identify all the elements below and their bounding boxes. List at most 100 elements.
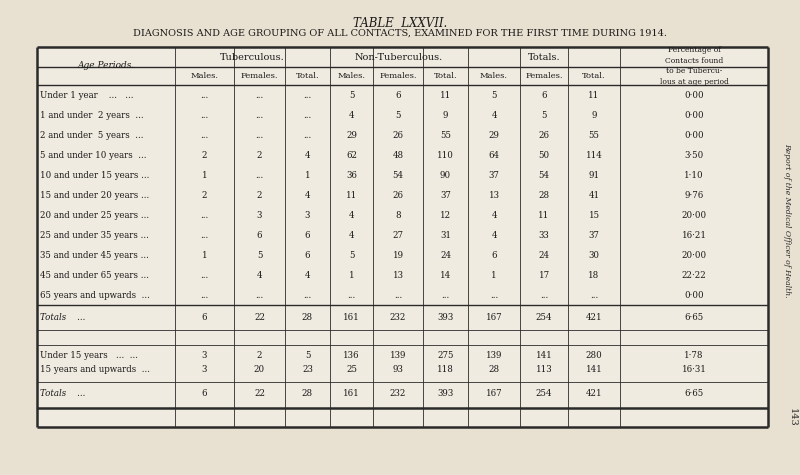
Text: Under 15 years   ...  ...: Under 15 years ... ... (40, 352, 138, 361)
Text: 25 and under 35 years ...: 25 and under 35 years ... (40, 230, 149, 239)
Text: 4: 4 (349, 210, 354, 219)
Text: ...: ... (200, 230, 209, 239)
Text: Total.: Total. (434, 72, 458, 80)
Text: 2: 2 (202, 151, 207, 160)
Text: 3: 3 (202, 364, 207, 373)
Text: 393: 393 (438, 313, 454, 322)
Text: 114: 114 (586, 151, 602, 160)
Text: 141: 141 (586, 364, 602, 373)
Text: 65 years and upwards  ...: 65 years and upwards ... (40, 291, 150, 300)
Text: 28: 28 (538, 190, 550, 200)
Text: ...: ... (255, 291, 264, 300)
Text: 136: 136 (343, 352, 360, 361)
Text: 1 and under  2 years  ...: 1 and under 2 years ... (40, 111, 144, 120)
Text: 16·31: 16·31 (682, 364, 706, 373)
Text: 1: 1 (202, 250, 207, 259)
Text: 139: 139 (390, 352, 406, 361)
Text: ...: ... (303, 131, 312, 140)
Text: 1: 1 (202, 171, 207, 180)
Text: 22: 22 (254, 390, 265, 399)
Text: 5: 5 (395, 111, 401, 120)
Text: 113: 113 (536, 364, 552, 373)
Text: 50: 50 (538, 151, 550, 160)
Text: 23: 23 (302, 364, 313, 373)
Text: 28: 28 (302, 390, 313, 399)
Text: 14: 14 (440, 270, 451, 279)
Text: Totals    ...: Totals ... (40, 390, 86, 399)
Text: 13: 13 (489, 190, 499, 200)
Text: 54: 54 (393, 171, 403, 180)
Text: 6: 6 (395, 91, 401, 99)
Text: ...: ... (303, 91, 312, 99)
Text: ...: ... (490, 291, 498, 300)
Text: Non-Tuberculous.: Non-Tuberculous. (355, 53, 443, 61)
Text: 4: 4 (257, 270, 262, 279)
Text: Age Periods.: Age Periods. (78, 61, 134, 70)
Text: 20 and under 25 years ...: 20 and under 25 years ... (40, 210, 149, 219)
Text: 4: 4 (491, 230, 497, 239)
Text: Totals    ...: Totals ... (40, 313, 86, 322)
Text: DIAGNOSIS AND AGE GROUPING OF ALL CONTACTS, EXAMINED FOR THE FIRST TIME DURING 1: DIAGNOSIS AND AGE GROUPING OF ALL CONTAC… (133, 29, 667, 38)
Text: 4: 4 (305, 190, 310, 200)
Text: 393: 393 (438, 390, 454, 399)
Text: 161: 161 (343, 313, 360, 322)
Text: ...: ... (255, 131, 264, 140)
Text: 41: 41 (589, 190, 599, 200)
Text: 22·22: 22·22 (682, 270, 706, 279)
Text: 1·78: 1·78 (684, 352, 704, 361)
Text: TABLE  LXXVII.: TABLE LXXVII. (353, 17, 447, 30)
Text: Report of the Medical Officer of Health.: Report of the Medical Officer of Health. (783, 143, 791, 297)
Text: Percentage of
Contacts found
to be Tubercu-
lous at age period: Percentage of Contacts found to be Tuber… (659, 47, 729, 86)
Text: 254: 254 (536, 313, 552, 322)
Text: 37: 37 (489, 171, 499, 180)
Text: ...: ... (255, 91, 264, 99)
Text: Total.: Total. (582, 72, 606, 80)
Text: 36: 36 (346, 171, 357, 180)
Text: 6·65: 6·65 (684, 390, 704, 399)
Text: 6: 6 (491, 250, 497, 259)
Text: 6: 6 (257, 230, 262, 239)
Text: ...: ... (200, 111, 209, 120)
Text: ...: ... (200, 210, 209, 219)
Text: 4: 4 (349, 111, 354, 120)
Text: ...: ... (442, 291, 450, 300)
Text: 20·00: 20·00 (682, 250, 706, 259)
Text: 9·76: 9·76 (684, 190, 704, 200)
Text: 4: 4 (491, 111, 497, 120)
Text: 6: 6 (202, 313, 207, 322)
Text: 37: 37 (440, 190, 451, 200)
Text: 22: 22 (254, 313, 265, 322)
Text: 11: 11 (440, 91, 451, 99)
Text: 4: 4 (491, 210, 497, 219)
Text: 29: 29 (489, 131, 499, 140)
Text: 0·00: 0·00 (684, 111, 704, 120)
Text: 20: 20 (254, 364, 265, 373)
Text: 2 and under  5 years  ...: 2 and under 5 years ... (40, 131, 143, 140)
Text: 9: 9 (442, 111, 448, 120)
Text: 5: 5 (257, 250, 262, 259)
Text: 26: 26 (393, 131, 403, 140)
Text: 6: 6 (305, 230, 310, 239)
Text: 232: 232 (390, 390, 406, 399)
FancyBboxPatch shape (37, 47, 768, 427)
Text: 4: 4 (305, 151, 310, 160)
Text: 5: 5 (542, 111, 546, 120)
Text: 421: 421 (586, 313, 602, 322)
Text: 15: 15 (589, 210, 599, 219)
Text: 9: 9 (591, 111, 597, 120)
Text: 55: 55 (589, 131, 599, 140)
Text: 18: 18 (588, 270, 600, 279)
Text: 2: 2 (257, 190, 262, 200)
Text: Females.: Females. (241, 72, 278, 80)
Text: ...: ... (540, 291, 548, 300)
Text: 275: 275 (438, 352, 454, 361)
Text: ...: ... (200, 291, 209, 300)
Text: 3: 3 (257, 210, 262, 219)
Text: 8: 8 (395, 210, 401, 219)
Text: 6: 6 (542, 91, 546, 99)
Text: 26: 26 (393, 190, 403, 200)
Text: 15 years and upwards  ...: 15 years and upwards ... (40, 364, 150, 373)
Text: 24: 24 (440, 250, 451, 259)
Text: 20·00: 20·00 (682, 210, 706, 219)
Text: 1: 1 (491, 270, 497, 279)
